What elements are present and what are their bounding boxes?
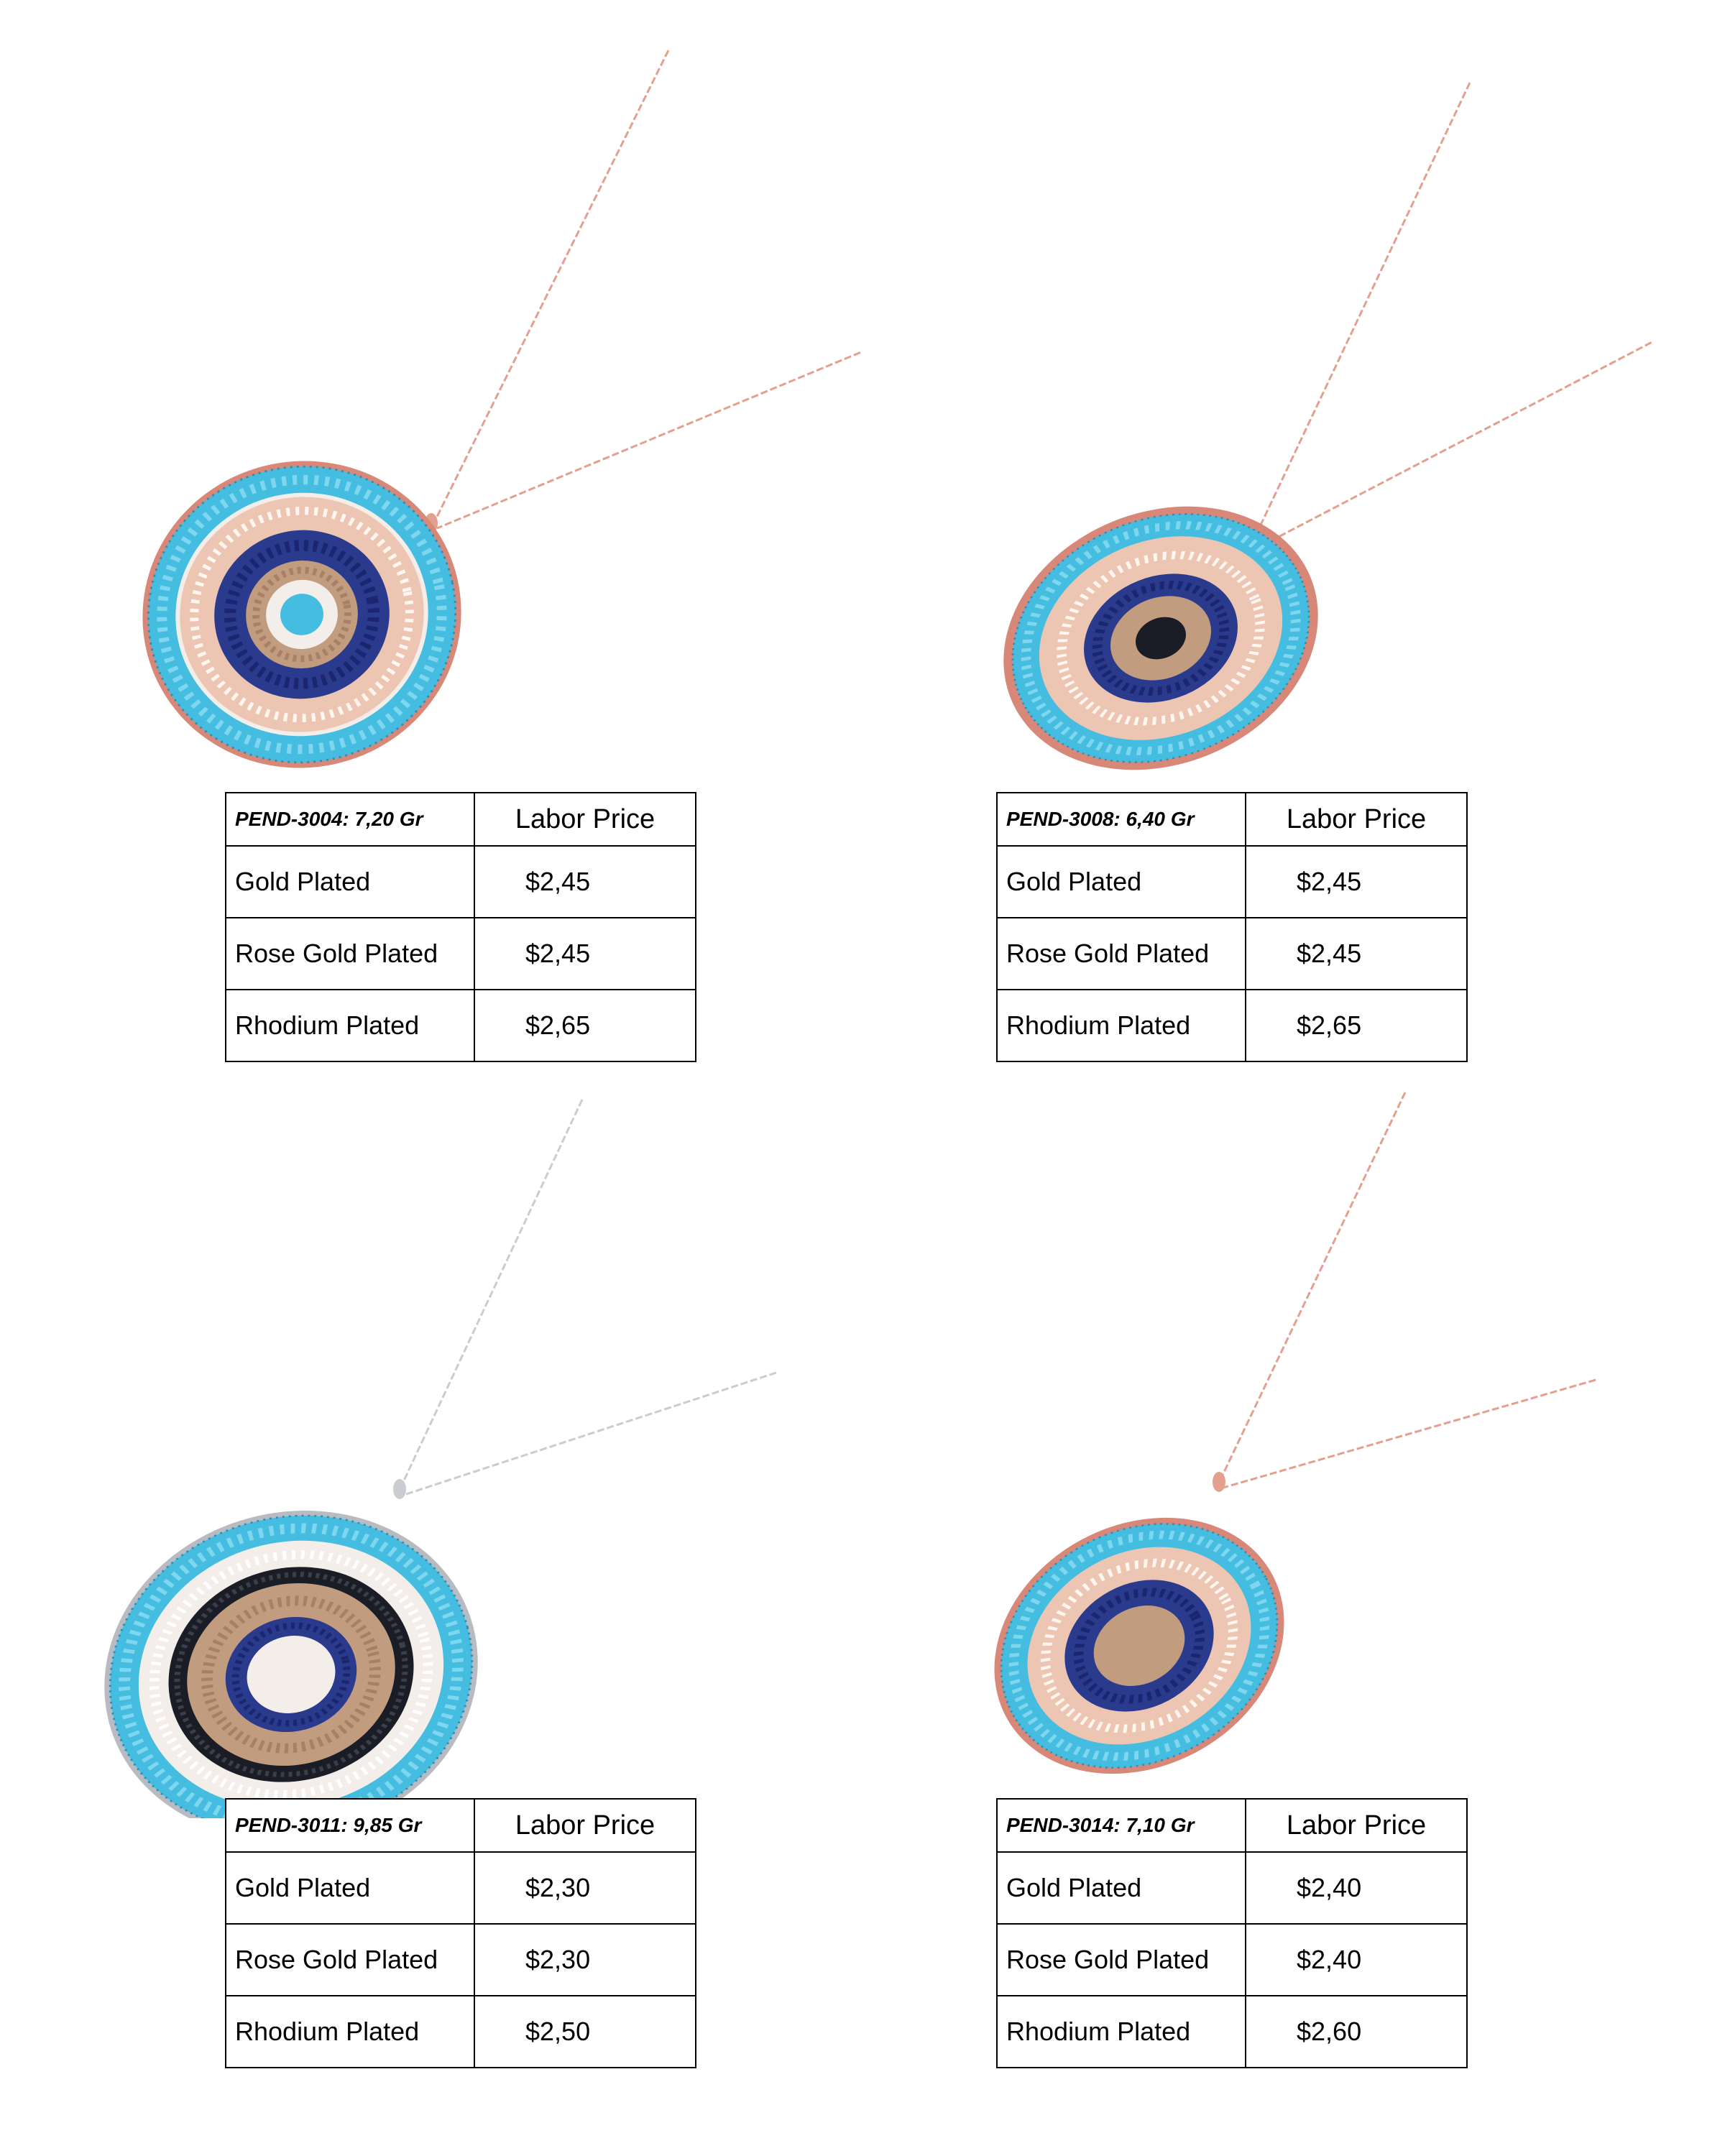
table-row: Rose Gold Plated $2,45	[225, 917, 696, 990]
price-value: $2,60	[1245, 1995, 1468, 2068]
finish-label: Rhodium Plated	[225, 1995, 475, 2068]
product-code-weight: PEND-3008: 6,40 Gr	[996, 792, 1246, 847]
finish-label: Rose Gold Plated	[225, 1923, 475, 1996]
table-row: Rose Gold Plated $2,45	[996, 917, 1468, 990]
price-table: PEND-3011: 9,85 Gr Labor Price Gold Plat…	[225, 1798, 696, 2068]
price-value: $2,65	[1245, 989, 1468, 1062]
finish-label: Gold Plated	[225, 1851, 475, 1925]
pendant-image	[994, 1092, 1596, 1774]
table-row: Rhodium Plated $2,50	[225, 1995, 696, 2068]
price-table: PEND-3008: 6,40 Gr Labor Price Gold Plat…	[996, 792, 1468, 1062]
finish-label: Rose Gold Plated	[996, 917, 1246, 990]
finish-label: Rose Gold Plated	[225, 917, 475, 990]
price-value: $2,40	[1245, 1851, 1468, 1925]
finish-label: Rose Gold Plated	[996, 1923, 1246, 1996]
product-code-weight: PEND-3004: 7,20 Gr	[225, 792, 475, 847]
labor-price-header: Labor Price	[1245, 792, 1468, 847]
table-row: Rose Gold Plated $2,30	[225, 1923, 696, 1996]
product-card-pend-3011: PEND-3011: 9,85 Gr Labor Price Gold Plat…	[0, 1042, 862, 2084]
price-table: PEND-3014: 7,10 Gr Labor Price Gold Plat…	[996, 1798, 1468, 2068]
table-row: Gold Plated $2,30	[225, 1851, 696, 1925]
table-row: Gold Plated $2,40	[996, 1851, 1468, 1925]
price-value: $2,45	[474, 917, 696, 990]
product-code-weight: PEND-3014: 7,10 Gr	[996, 1798, 1246, 1853]
finish-label: Gold Plated	[996, 845, 1246, 918]
finish-label: Rhodium Plated	[996, 989, 1246, 1062]
table-row: Gold Plated $2,45	[225, 845, 696, 918]
product-code-weight: PEND-3011: 9,85 Gr	[225, 1798, 475, 1853]
price-table: PEND-3004: 7,20 Gr Labor Price Gold Plat…	[225, 792, 696, 1062]
labor-price-header: Labor Price	[474, 1798, 696, 1853]
finish-label: Rhodium Plated	[996, 1995, 1246, 2068]
price-value: $2,45	[1245, 845, 1468, 918]
price-value: $2,30	[474, 1851, 696, 1925]
table-row: Rhodium Plated $2,60	[996, 1995, 1468, 2068]
pendant-image	[104, 1099, 777, 1818]
labor-price-header: Labor Price	[474, 792, 696, 847]
pendant-image	[142, 50, 862, 768]
product-card-pend-3014: PEND-3014: 7,10 Gr Labor Price Gold Plat…	[791, 1042, 1653, 2084]
price-value: $2,45	[474, 845, 696, 918]
price-value: $2,50	[474, 1995, 696, 2068]
finish-label: Gold Plated	[996, 1851, 1246, 1925]
product-card-pend-3004: PEND-3004: 7,20 Gr Labor Price Gold Plat…	[0, 0, 862, 1062]
price-value: $2,40	[1245, 1923, 1468, 1996]
pendant-image	[1003, 82, 1653, 770]
labor-price-header: Labor Price	[1245, 1798, 1468, 1853]
price-value: $2,65	[474, 989, 696, 1062]
finish-label: Rhodium Plated	[225, 989, 475, 1062]
product-card-pend-3008: PEND-3008: 6,40 Gr Labor Price Gold Plat…	[791, 0, 1653, 1062]
table-row: Rose Gold Plated $2,40	[996, 1923, 1468, 1996]
table-row: Rhodium Plated $2,65	[225, 989, 696, 1062]
price-value: $2,45	[1245, 917, 1468, 990]
finish-label: Gold Plated	[225, 845, 475, 918]
table-row: Rhodium Plated $2,65	[996, 989, 1468, 1062]
table-row: Gold Plated $2,45	[996, 845, 1468, 918]
price-value: $2,30	[474, 1923, 696, 1996]
